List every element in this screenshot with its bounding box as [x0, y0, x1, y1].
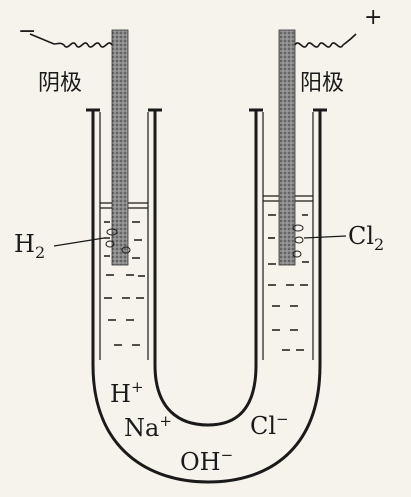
ion-h-plus: H+ [110, 378, 144, 408]
left-terminal-sign: − [18, 19, 36, 44]
cl2-leader-line [303, 235, 347, 239]
right-wire [294, 33, 357, 48]
right-inner-glass [262, 112, 314, 360]
right-bubbles [292, 224, 304, 258]
ion-na-plus: Na+ [124, 412, 172, 442]
left-inner-glass [99, 112, 149, 360]
h2-label: H2 [14, 230, 45, 262]
u-tube-outer-wall [91, 110, 322, 484]
ion-cl-minus: Cl− [250, 410, 289, 440]
ion-oh-minus: OH− [180, 446, 233, 476]
right-terminal-sign: + [364, 5, 382, 30]
u-tube-inner-wall [153, 110, 258, 427]
left-wire [29, 33, 113, 48]
right-liquid-dashes [268, 214, 309, 351]
cl2-label: Cl2 [348, 222, 384, 254]
left-electrode-label: 阴极 [38, 71, 82, 96]
right-electrode [278, 29, 296, 266]
h2-leader-line [53, 237, 105, 247]
left-bubbles [105, 228, 131, 254]
right-electrode-label: 阳极 [300, 71, 344, 96]
left-electrode [111, 29, 129, 266]
left-liquid-dashes [104, 221, 145, 346]
